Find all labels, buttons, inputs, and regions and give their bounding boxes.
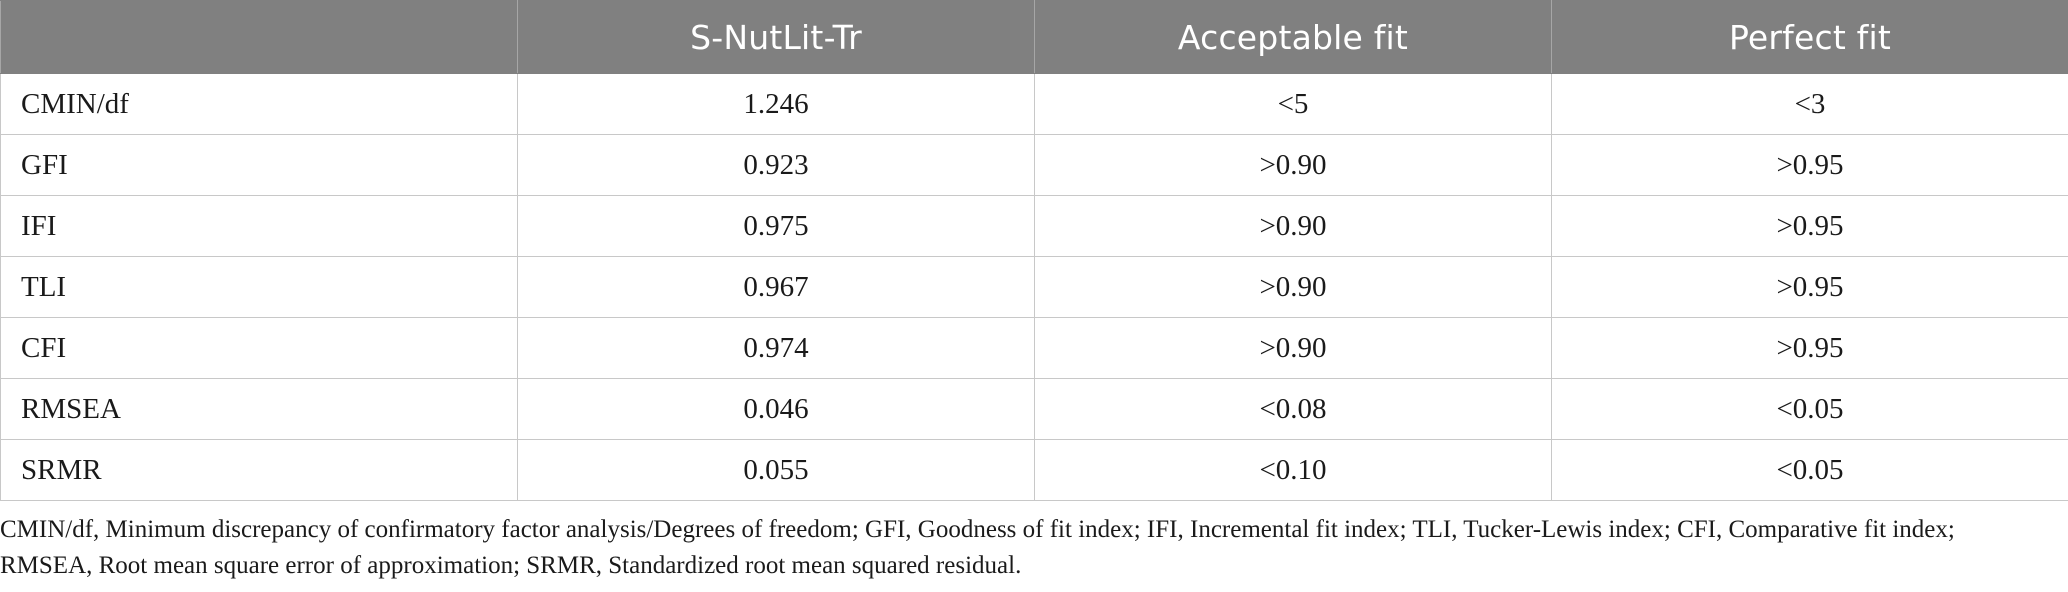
- row-label: CFI: [0, 317, 518, 379]
- cell-value: 0.975: [517, 195, 1035, 257]
- cell-perfect: <0.05: [1551, 439, 2068, 501]
- cell-value: 0.967: [517, 256, 1035, 318]
- table-row: SRMR 0.055 <0.10 <0.05: [0, 439, 2068, 501]
- row-label: CMIN/df: [0, 73, 518, 135]
- cell-perfect: >0.95: [1551, 317, 2068, 379]
- row-label: IFI: [0, 195, 518, 257]
- cell-perfect: >0.95: [1551, 195, 2068, 257]
- table-row: CFI 0.974 >0.90 >0.95: [0, 317, 2068, 379]
- cell-acceptable: >0.90: [1034, 256, 1552, 318]
- header-cell-acceptable-fit: Acceptable fit: [1034, 0, 1552, 74]
- cell-acceptable: <0.10: [1034, 439, 1552, 501]
- cell-acceptable: >0.90: [1034, 317, 1552, 379]
- cell-value: 1.246: [517, 73, 1035, 135]
- table-body: CMIN/df 1.246 <5 <3 GFI 0.923 >0.90 >0.9…: [0, 73, 2068, 501]
- table-row: RMSEA 0.046 <0.08 <0.05: [0, 378, 2068, 440]
- header-cell-perfect-fit: Perfect fit: [1551, 0, 2068, 74]
- table-footnote: CMIN/df, Minimum discrepancy of confirma…: [0, 516, 1955, 579]
- cell-perfect: >0.95: [1551, 256, 2068, 318]
- header-row: S-NutLit-Tr Acceptable fit Perfect fit: [0, 0, 2068, 74]
- cell-perfect: >0.95: [1551, 134, 2068, 196]
- cell-acceptable: <0.08: [1034, 378, 1552, 440]
- table-header: S-NutLit-Tr Acceptable fit Perfect fit: [0, 0, 2068, 74]
- fit-indices-table: S-NutLit-Tr Acceptable fit Perfect fit C…: [0, 0, 2068, 501]
- cell-acceptable: >0.90: [1034, 195, 1552, 257]
- table-row: TLI 0.967 >0.90 >0.95: [0, 256, 2068, 318]
- table-row: IFI 0.975 >0.90 >0.95: [0, 195, 2068, 257]
- cell-perfect: <3: [1551, 73, 2068, 135]
- row-label: GFI: [0, 134, 518, 196]
- row-label: SRMR: [0, 439, 518, 501]
- row-label: RMSEA: [0, 378, 518, 440]
- cell-value: 0.055: [517, 439, 1035, 501]
- header-cell-s-nutlit-tr: S-NutLit-Tr: [517, 0, 1035, 74]
- cell-acceptable: >0.90: [1034, 134, 1552, 196]
- header-cell-index: [0, 0, 518, 74]
- table-row: CMIN/df 1.246 <5 <3: [0, 73, 2068, 135]
- table-row: GFI 0.923 >0.90 >0.95: [0, 134, 2068, 196]
- cell-perfect: <0.05: [1551, 378, 2068, 440]
- cell-value: 0.974: [517, 317, 1035, 379]
- fit-indices-table-container: S-NutLit-Tr Acceptable fit Perfect fit C…: [0, 0, 2068, 501]
- row-label: TLI: [0, 256, 518, 318]
- cell-value: 0.923: [517, 134, 1035, 196]
- cell-value: 0.046: [517, 378, 1035, 440]
- cell-acceptable: <5: [1034, 73, 1552, 135]
